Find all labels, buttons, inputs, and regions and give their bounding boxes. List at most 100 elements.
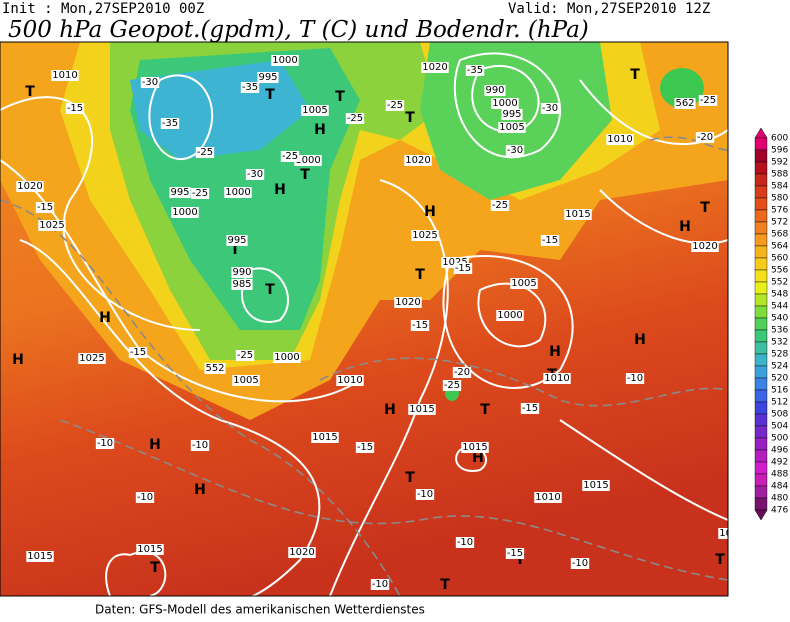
colorbar-cell (754, 305, 768, 319)
contour-label: -10 (572, 558, 588, 569)
colorbar-cell (754, 317, 768, 331)
colorbar-label: 504 (771, 422, 788, 432)
contour-label: -25 (282, 151, 298, 162)
pressure-center: T (265, 282, 275, 298)
colorbar-label: 520 (771, 374, 788, 384)
pressure-center: T (700, 200, 710, 216)
label-box (698, 95, 718, 106)
colorbar-label: 500 (771, 434, 788, 444)
colorbar-label: 528 (771, 350, 788, 360)
contour-label: 1000 (172, 207, 197, 218)
label-box (385, 100, 405, 111)
pressure-center: T (715, 552, 725, 568)
contour-label: 1020 (405, 155, 430, 166)
contour-label: 1000 (492, 98, 517, 109)
contour-label: -10 (372, 579, 388, 590)
label-box (442, 380, 462, 391)
label-box (95, 438, 115, 449)
label-box (505, 145, 525, 156)
label-box (505, 548, 525, 559)
label-box (540, 103, 560, 114)
pressure-center: H (384, 402, 396, 418)
colorbar-cell (754, 341, 768, 355)
colorbar-cell (754, 221, 768, 235)
contour-label: -15 (412, 320, 428, 331)
label-box (441, 257, 469, 268)
pressure-center: H (549, 344, 561, 360)
pressure-center: H (99, 310, 111, 326)
contour-label: 1020 (422, 62, 447, 73)
colorbar-cell (754, 281, 768, 295)
contour-label: -10 (417, 489, 433, 500)
label-box (510, 278, 538, 289)
contour-label: -25 (700, 95, 716, 106)
colorbar-cell (754, 353, 768, 367)
contour-label: -30 (247, 169, 263, 180)
label-box (490, 200, 510, 211)
label-box (235, 350, 255, 361)
colorbar-cell (754, 473, 768, 487)
colorbar-cell (754, 161, 768, 175)
contour-label: 1010 (535, 492, 560, 503)
colorbar-cell (754, 389, 768, 403)
contour-label: 995 (502, 109, 521, 120)
contour-label: -15 (455, 263, 471, 274)
init-text: Init : Mon,27SEP2010 00Z (2, 1, 204, 17)
contour-label: 1015 (565, 209, 590, 220)
colorbar-label: 484 (771, 482, 788, 492)
colorbar-cell (754, 365, 768, 379)
label-box (160, 118, 180, 129)
pressure-center: T (150, 560, 160, 576)
label-box (232, 375, 260, 386)
label-box (195, 147, 215, 158)
label-box (240, 82, 260, 93)
contour-label: 1015 (27, 551, 52, 562)
label-box (415, 489, 435, 500)
contour-label: 1020 (289, 547, 314, 558)
label-box (224, 187, 252, 198)
pressure-center: H (424, 204, 436, 220)
contour-label: 1005 (511, 278, 536, 289)
colorbar-label: 560 (771, 254, 788, 264)
contour-label: 1010 (52, 70, 77, 81)
label-box (534, 492, 562, 503)
pressure-center: H (679, 219, 691, 235)
colorbar-label: 568 (771, 230, 788, 240)
contour-label: 995 (258, 72, 277, 83)
contour-label: 1015 (409, 404, 434, 415)
colorbar-cell (754, 401, 768, 415)
contour-label: -35 (242, 82, 258, 93)
pressure-center: T (480, 402, 490, 418)
colorbar-label: 580 (771, 194, 788, 204)
pressure-center: T (405, 470, 415, 486)
label-box (543, 373, 571, 384)
contour-label: -10 (97, 438, 113, 449)
contour-label: 1000 (295, 155, 320, 166)
colorbar-label: 592 (771, 158, 788, 168)
contour-label: -20 (454, 367, 470, 378)
label-box (204, 363, 226, 374)
pressure-center: H (274, 182, 286, 198)
label-box (520, 403, 540, 414)
label-box (128, 347, 148, 358)
colorbar-label: 564 (771, 242, 788, 252)
label-box (301, 105, 329, 116)
contour-label: 995 (170, 187, 189, 198)
label-box (38, 220, 66, 231)
contour-label: 1015 (462, 442, 487, 453)
colorbar-cell (754, 269, 768, 283)
colorbar-cap (754, 127, 768, 139)
colorbar-cap (754, 509, 768, 521)
label-box (78, 353, 106, 364)
colorbar-label: 512 (771, 398, 788, 408)
contour-label: -15 (130, 347, 146, 358)
label-box (245, 169, 265, 180)
label-box (408, 404, 436, 415)
label-box (226, 235, 248, 246)
label-box (695, 132, 715, 143)
pressure-center: H (12, 352, 24, 368)
contour-label: -25 (387, 100, 403, 111)
pressure-center: H (634, 332, 646, 348)
contour-label: 1010 (337, 375, 362, 386)
